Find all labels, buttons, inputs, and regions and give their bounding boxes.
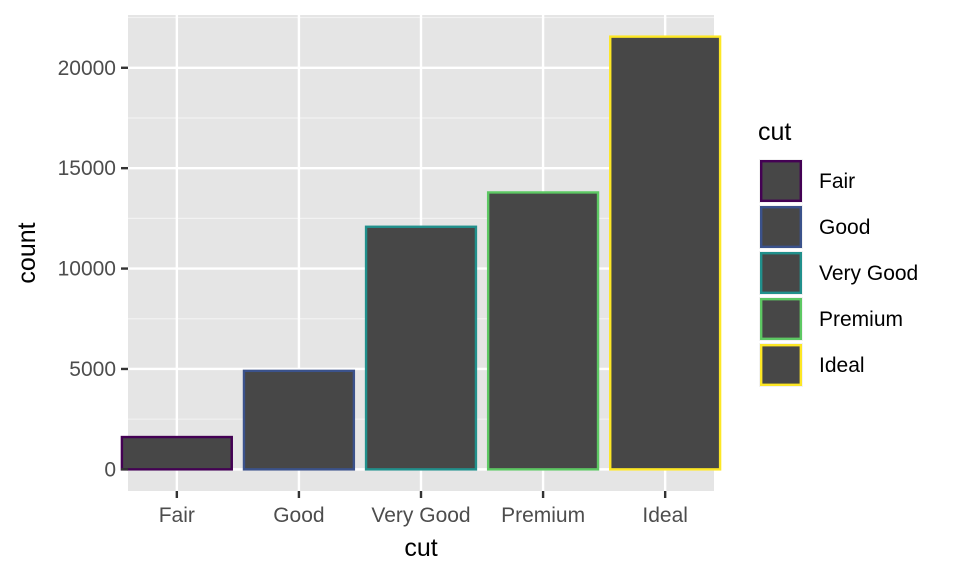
legend-key-swatch bbox=[760, 298, 803, 341]
legend-key-swatch bbox=[760, 205, 803, 248]
legend-label: Good bbox=[819, 216, 870, 239]
x-tick-label: Fair bbox=[159, 504, 195, 527]
legend-title: cut bbox=[758, 118, 791, 146]
bar-premium bbox=[486, 191, 600, 471]
x-axis-title: cut bbox=[404, 534, 437, 562]
x-tick-label: Premium bbox=[501, 504, 585, 527]
y-axis-title: count bbox=[13, 222, 41, 283]
y-tick-label: 5000 bbox=[69, 358, 116, 381]
legend-label: Very Good bbox=[819, 262, 918, 285]
legend-label: Ideal bbox=[819, 354, 865, 377]
x-tick-label: Ideal bbox=[642, 504, 688, 527]
legend-label: Premium bbox=[819, 308, 903, 331]
x-tick-label: Good bbox=[273, 504, 324, 527]
legend-label: Fair bbox=[819, 170, 855, 193]
y-tick-label: 15000 bbox=[58, 157, 116, 180]
legend-key-swatch bbox=[760, 159, 803, 202]
legend-key-swatch bbox=[760, 251, 803, 294]
bars bbox=[120, 35, 722, 471]
x-tick-label: Very Good bbox=[371, 504, 470, 527]
y-tick-label: 0 bbox=[104, 458, 116, 481]
bar-good bbox=[242, 369, 356, 471]
y-axis: 0 5000 10000 15000 20000 bbox=[58, 57, 128, 481]
bar-ideal bbox=[609, 35, 722, 471]
y-tick-label: 10000 bbox=[58, 258, 116, 281]
bar-fair bbox=[120, 435, 233, 471]
y-tick-label: 20000 bbox=[58, 57, 116, 80]
legend: Fair Good Very Good Premium Ideal bbox=[759, 159, 918, 387]
legend-key-swatch bbox=[760, 344, 803, 387]
bar-very-good bbox=[364, 225, 478, 471]
x-axis: Fair Good Very Good Premium Ideal bbox=[159, 491, 688, 527]
